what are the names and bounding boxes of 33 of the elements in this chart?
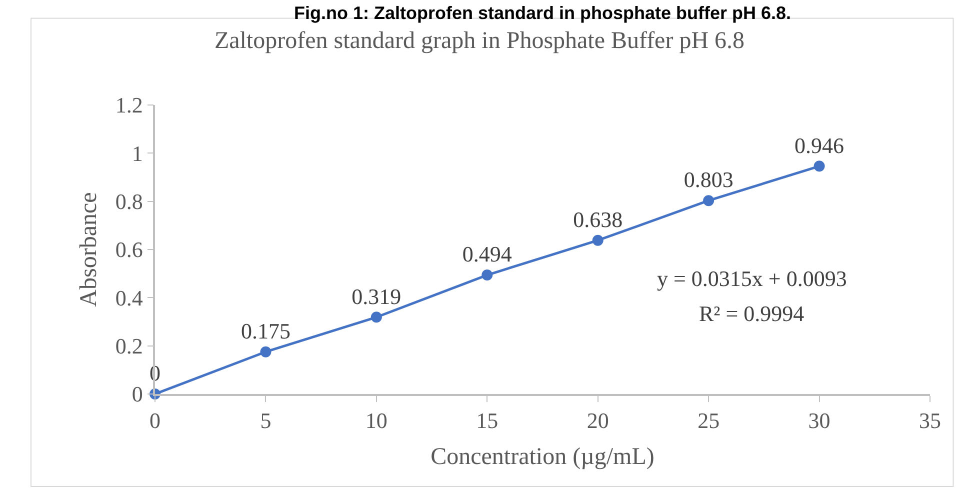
text: Fig.no 1: Zaltoprofen standard in phosphate buffer pH 6.8. — [294, 3, 792, 23]
x-tick-label: 30 — [808, 408, 830, 434]
annotation: R² = 0.9994 — [699, 301, 804, 326]
y-axis-title: Absorbance — [76, 192, 102, 307]
data-label: 0.638 — [573, 206, 623, 232]
y-tick-label: 0.2 — [115, 334, 143, 359]
chart-title: Zaltoprofen standard graph in Phosphate Buffer pH 6.8 — [214, 28, 745, 54]
x-tick-label: 0 — [150, 408, 160, 434]
y-tick-label: 0.6 — [115, 237, 143, 262]
point — [703, 195, 714, 206]
data-label: 0.175 — [240, 318, 290, 344]
data-label: 0.803 — [684, 167, 734, 192]
y-tick-label: 1.2 — [115, 92, 143, 118]
y-tick-label: 1 — [132, 140, 143, 166]
x-axis-title: Concentration (µg/mL) — [430, 444, 654, 470]
y-tick-label: 0 — [132, 382, 143, 407]
point — [482, 270, 493, 281]
x-tick-label: 5 — [260, 408, 272, 434]
x-tick-label: 20 — [586, 408, 609, 434]
x-tick-label: 25 — [698, 408, 720, 434]
y-tick-label: 0.8 — [115, 189, 143, 214]
point — [592, 234, 604, 246]
x-tick-label: 35 — [919, 408, 941, 434]
y-tick-label: 0.4 — [115, 285, 143, 310]
point — [814, 160, 825, 172]
x-tick-label: 15 — [476, 408, 498, 434]
data-label: 0.946 — [794, 132, 844, 158]
x-tick-label: 10 — [365, 408, 388, 434]
data-label: 0.494 — [462, 242, 512, 267]
annotation: y = 0.0315x + 0.0093 — [657, 266, 847, 291]
point — [370, 312, 382, 323]
point — [260, 346, 272, 358]
data-label: 0.319 — [352, 284, 402, 309]
